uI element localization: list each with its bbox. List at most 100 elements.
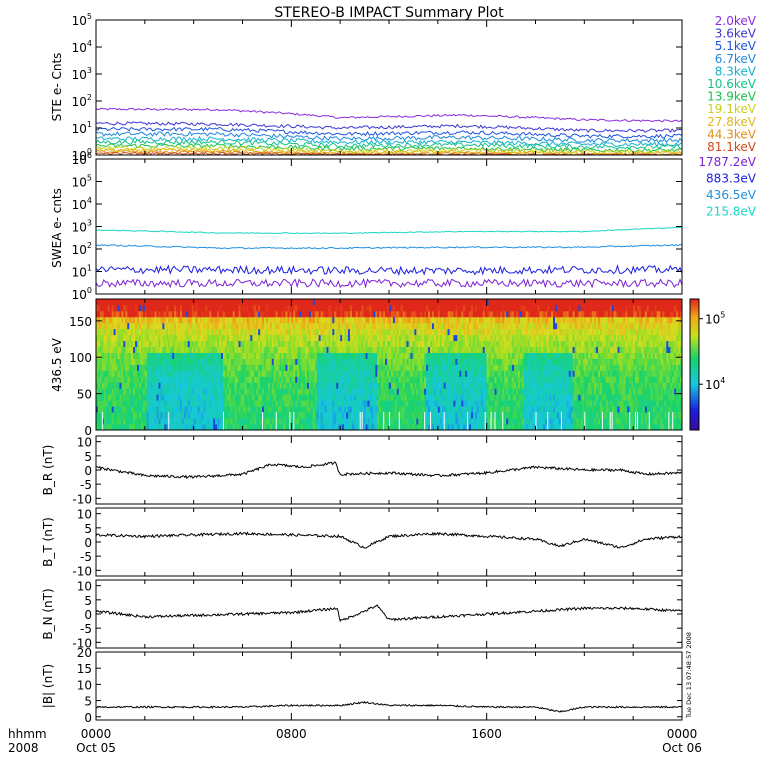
heatmap-cell <box>103 334 107 342</box>
heatmap-cell <box>285 328 288 336</box>
heatmap-cell <box>344 322 347 330</box>
heatmap-cell <box>332 334 335 342</box>
heatmap-cell <box>144 382 148 389</box>
heatmap-cell <box>293 299 296 306</box>
heatmap-cell <box>176 388 179 395</box>
heatmap-cell <box>529 418 532 425</box>
heatmap-cell <box>433 388 437 395</box>
heatmap-cell <box>396 310 400 318</box>
heatmap-cell <box>377 400 380 407</box>
heatmap-cell <box>422 352 425 359</box>
heatmap-cell <box>99 352 103 359</box>
heatmap-cell <box>222 394 226 401</box>
heatmap-cell <box>414 400 417 407</box>
heatmap-cell <box>96 376 99 383</box>
heatmap-cell <box>406 388 409 395</box>
heatmap-cell <box>101 394 105 401</box>
heatmap-cell <box>176 352 179 359</box>
heatmap-cell <box>515 304 519 312</box>
heatmap-cell <box>373 370 376 377</box>
heatmap-cell <box>320 340 323 348</box>
heatmap-cell <box>224 388 228 395</box>
heatmap-cell <box>289 340 292 348</box>
heatmap-cell <box>152 400 155 407</box>
heatmap-cell <box>469 400 472 407</box>
heatmap-cell <box>234 304 238 312</box>
heatmap-cell <box>428 376 431 383</box>
heatmap-cell <box>416 334 419 342</box>
heatmap-cell <box>232 418 236 425</box>
heatmap-cell <box>238 424 241 430</box>
series-line-883.3eV <box>95 264 683 277</box>
heatmap-cell <box>449 412 452 419</box>
heatmap-cell <box>135 394 138 401</box>
heatmap-cell <box>103 304 107 312</box>
heatmap-cell <box>197 328 200 336</box>
heatmap-cell <box>517 310 521 318</box>
heatmap-cell <box>330 418 333 425</box>
heatmap-cell <box>129 400 132 407</box>
heatmap-cell <box>320 334 323 342</box>
heatmap-cell <box>308 358 312 365</box>
heatmap-cell <box>347 364 351 371</box>
heatmap-cell <box>260 340 263 348</box>
heatmap-cell <box>262 376 265 383</box>
heatmap-cell <box>205 418 208 425</box>
heatmap-cell <box>385 376 388 383</box>
heatmap-cell <box>514 364 517 371</box>
heatmap-cell <box>416 346 419 353</box>
heatmap-cell <box>199 304 202 312</box>
heatmap-cell <box>226 412 230 419</box>
heatmap-cell <box>431 388 435 395</box>
heatmap-cell <box>455 388 458 395</box>
heatmap-cell <box>476 299 480 306</box>
heatmap-cell <box>430 358 433 365</box>
heatmap-cell <box>465 334 468 342</box>
heatmap-cell <box>273 376 277 383</box>
heatmap-cell <box>174 406 177 413</box>
heatmap-cell <box>219 394 222 401</box>
heatmap-cell <box>461 340 464 348</box>
heatmap-cell <box>514 346 517 353</box>
heatmap-cell <box>379 346 382 353</box>
heatmap-cell <box>295 382 298 389</box>
heatmap-cell <box>406 310 409 318</box>
heatmap-cell <box>416 352 419 359</box>
heatmap-cell <box>504 304 507 312</box>
heatmap-cell <box>457 364 460 371</box>
heatmap-cell <box>488 418 491 425</box>
heatmap-cell <box>512 299 515 306</box>
heatmap-cell <box>154 388 157 395</box>
heatmap-cell <box>371 346 374 353</box>
heatmap-cell <box>408 400 411 407</box>
heatmap-cell <box>414 328 417 336</box>
heatmap-cell <box>240 299 243 306</box>
heatmap-cell <box>340 358 343 365</box>
heatmap-cell <box>99 388 103 395</box>
heatmap-cell <box>150 316 154 324</box>
heatmap-cell <box>381 412 384 419</box>
heatmap-cell <box>377 328 380 336</box>
heatmap-cell <box>121 304 124 312</box>
heatmap-cell <box>230 299 234 306</box>
heatmap-cell <box>504 406 507 413</box>
heatmap-cell <box>463 370 466 377</box>
heatmap-cell <box>113 352 116 359</box>
heatmap-cell <box>435 340 439 348</box>
heatmap-cell <box>400 418 404 425</box>
heatmap-cell <box>453 352 456 359</box>
heatmap-cell <box>158 382 161 389</box>
heatmap-cell <box>381 376 384 383</box>
heatmap-cell <box>506 299 509 306</box>
heatmap-cell <box>129 340 132 348</box>
heatmap-cell <box>484 322 488 330</box>
heatmap-cell <box>144 370 148 377</box>
heatmap-cell <box>226 316 230 324</box>
heatmap-cell <box>199 358 202 365</box>
heatmap-cell <box>351 334 355 342</box>
heatmap-cell <box>496 424 499 430</box>
heatmap-cell <box>119 412 122 419</box>
heatmap-cell <box>418 424 421 430</box>
heatmap-cell <box>306 316 310 324</box>
heatmap-cell <box>228 310 232 318</box>
